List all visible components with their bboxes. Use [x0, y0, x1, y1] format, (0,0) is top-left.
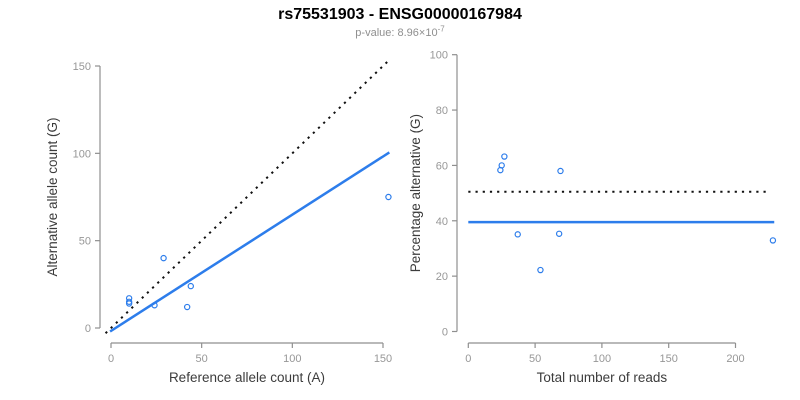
fit-line	[109, 151, 391, 333]
identity-line	[104, 58, 391, 334]
allele-count-scatter-x-tick-label: 100	[283, 353, 301, 365]
percentage-scatter-y-tick-label: 80	[436, 105, 448, 117]
percentage-scatter-y-tick-label: 40	[436, 216, 448, 228]
allele-count-scatter-x-tick-label: 0	[108, 353, 114, 365]
percentage-scatter-x-tick-label: 150	[660, 353, 678, 365]
percentage-scatter-x-axis-title: Total number of reads	[537, 370, 668, 385]
page-title: rs75531903 - ENSG00000167984	[278, 6, 522, 23]
allele-count-scatter-x-tick-label: 150	[374, 353, 392, 365]
percentage-scatter-data-point	[537, 266, 544, 274]
percentage-scatter-data-point	[501, 153, 508, 160]
percentage-scatter-y-tick-label: 20	[436, 271, 448, 283]
allele-count-scatter-data-point	[125, 300, 133, 307]
percentage-scatter-y-tick-label: 100	[430, 50, 448, 62]
p-value-exponent: -7	[437, 24, 445, 34]
percentage-scatter-x-tick-label: 200	[726, 353, 744, 365]
allele-count-scatter-x-tick-label: 50	[196, 353, 208, 365]
allele-count-scatter-y-tick-label: 0	[85, 323, 91, 335]
percentage-scatter-data-point	[557, 167, 564, 175]
p-value-text: p-value: 8.96×10	[355, 27, 438, 39]
allele-count-scatter-data-point	[151, 302, 158, 309]
percentage-scatter-data-point	[514, 231, 521, 238]
percentage-scatter-x-tick-label: 0	[465, 353, 471, 365]
allele-count-scatter-data-point	[183, 303, 191, 311]
allele-count-scatter-y-tick-label: 150	[73, 61, 91, 73]
percentage-scatter-y-tick-label: 60	[436, 160, 448, 172]
allele-count-scatter-data-point	[160, 254, 167, 262]
percentage-scatter-y-axis-title: Percentage alternative (G)	[408, 114, 423, 272]
p-value-subtitle: p-value: 8.96×10-7	[0, 24, 800, 39]
percentage-scatter-x-tick-label: 50	[529, 353, 541, 365]
allele-count-scatter-data-point	[187, 282, 194, 290]
allele-count-scatter-x-axis-title: Reference allele count (A)	[169, 370, 325, 385]
allele-count-scatter-y-tick-label: 100	[73, 148, 91, 160]
percentage-scatter-data-point	[497, 166, 504, 174]
allele-count-scatter-y-axis-title: Alternative allele count (G)	[45, 117, 60, 276]
percentage-scatter-x-tick-label: 100	[593, 353, 611, 365]
allele-count-scatter-data-point	[385, 193, 392, 201]
percentage-scatter-data-point	[769, 237, 777, 244]
percentage-scatter-y-tick-label: 0	[442, 327, 448, 339]
percentage-scatter-data-point	[555, 230, 563, 237]
allele-count-scatter-y-tick-label: 50	[79, 236, 91, 248]
